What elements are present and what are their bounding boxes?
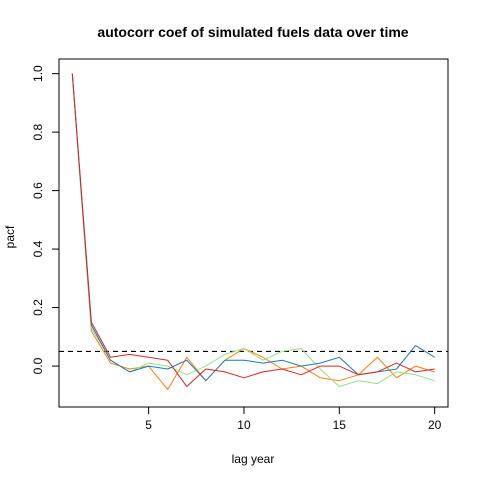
y-tick-label: 0.4 <box>31 240 45 257</box>
series-line-4 <box>71 73 435 387</box>
x-tick-label: 5 <box>145 418 152 432</box>
y-tick-label: 0.6 <box>31 182 45 199</box>
x-tick-label: 10 <box>237 418 251 432</box>
x-axis-title: lag year <box>232 452 275 466</box>
plot-frame <box>58 58 449 408</box>
y-tick-label: 0.0 <box>31 357 45 374</box>
series-layer <box>71 73 435 390</box>
axis-layer: 5 10 15 20 0.0 0.2 0.4 0.6 0.8 1.0 <box>31 65 442 432</box>
series-line-1 <box>71 73 435 390</box>
x-tick-label: 15 <box>333 418 347 432</box>
y-tick-label: 0.2 <box>31 299 45 316</box>
chart-title: autocorr coef of simulated fuels data ov… <box>97 24 408 40</box>
y-axis-title: pacf <box>3 225 17 248</box>
y-tick-label: 0.8 <box>31 123 45 140</box>
x-tick-label: 20 <box>428 418 442 432</box>
y-tick-label: 1.0 <box>31 65 45 82</box>
